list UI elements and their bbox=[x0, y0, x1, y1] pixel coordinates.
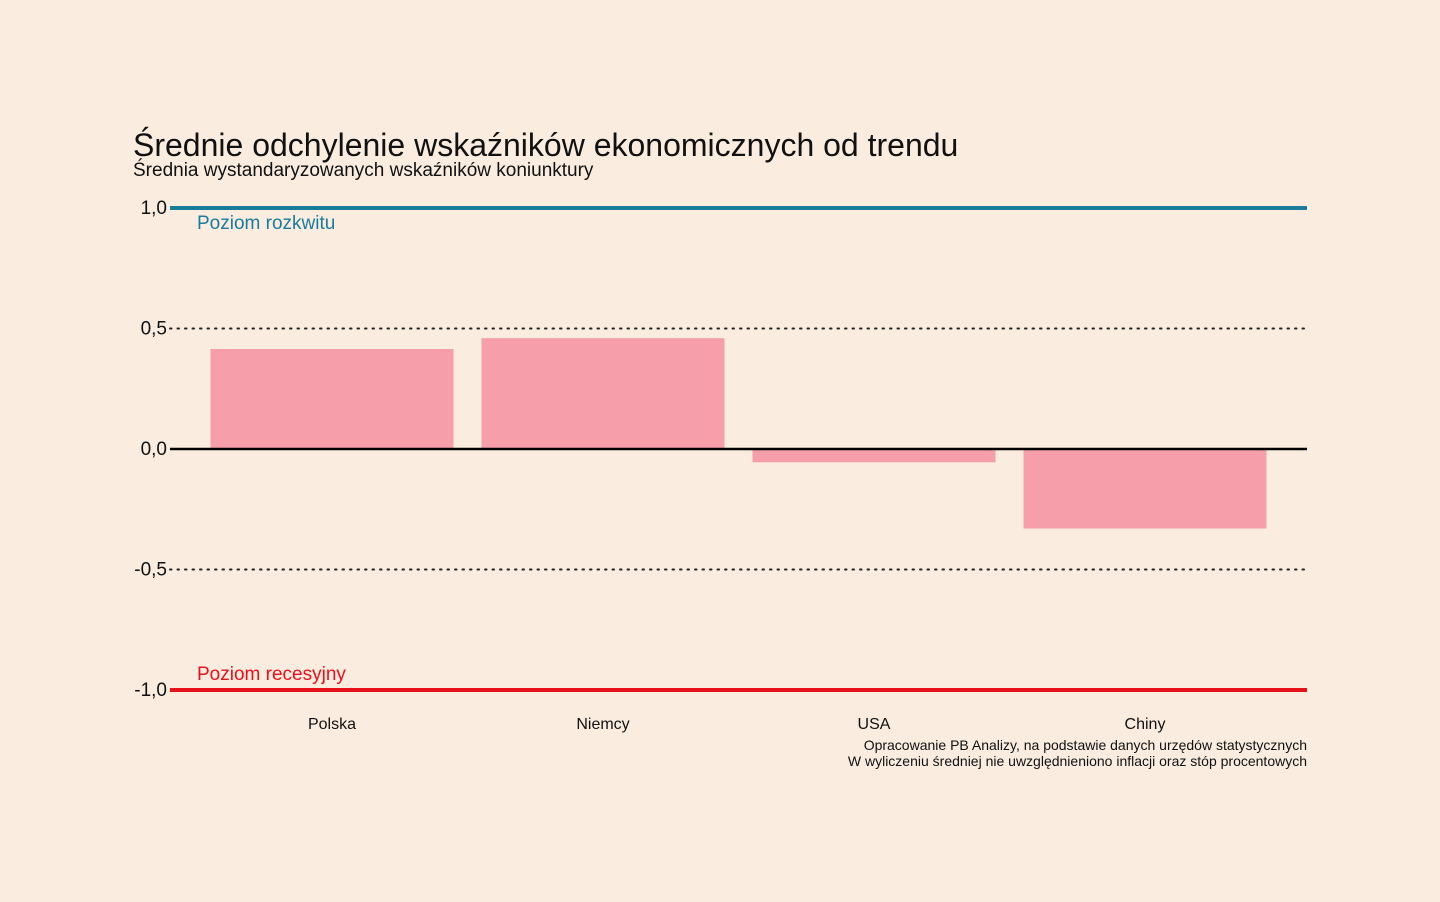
caption-line-1: Opracowanie PB Analizy, na podstawie dan… bbox=[864, 737, 1307, 753]
bar-usa bbox=[752, 449, 996, 463]
bar-chiny bbox=[1023, 449, 1267, 529]
reference-label: Poziom rozkwitu bbox=[197, 213, 335, 234]
y-tick-label: 1,0 bbox=[141, 198, 167, 219]
bar-niemcy bbox=[481, 338, 725, 449]
chart-subtitle: Średnia wystandaryzowanych wskaźników ko… bbox=[133, 159, 594, 181]
y-tick-label: 0,0 bbox=[141, 439, 167, 460]
y-tick-label: -1,0 bbox=[134, 680, 167, 701]
x-tick-label: Chiny bbox=[1125, 716, 1166, 733]
bar-polska bbox=[210, 348, 454, 449]
x-tick-label: Polska bbox=[308, 716, 356, 733]
reference-label: Poziom recesyjny bbox=[197, 664, 346, 685]
x-tick-label: USA bbox=[858, 716, 891, 733]
y-tick-label: 0,5 bbox=[141, 319, 167, 340]
caption-line-2: W wyliczeniu średniej nie uwzględnienion… bbox=[848, 753, 1307, 769]
y-tick-label: -0,5 bbox=[134, 560, 167, 581]
chart-title: Średnie odchylenie wskaźników ekonomiczn… bbox=[133, 127, 958, 163]
x-tick-label: Niemcy bbox=[576, 716, 629, 733]
